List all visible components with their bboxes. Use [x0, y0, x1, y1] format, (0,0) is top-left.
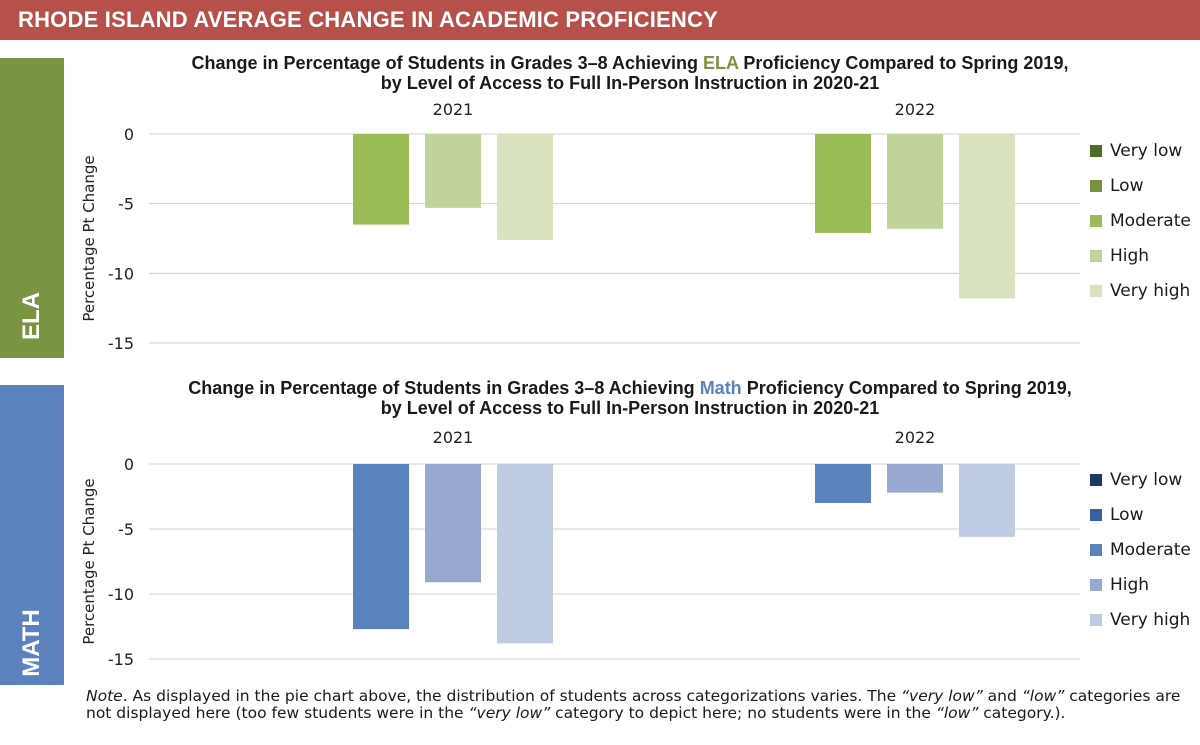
note-text-5: category.). [978, 704, 1066, 722]
ela-y-tick-label: -5 [118, 195, 134, 214]
ela-bar-moderate-2021 [353, 134, 409, 225]
note-text-1: . As displayed in the pie chart above, t… [122, 687, 902, 705]
math-legend-label: Moderate [1110, 539, 1191, 560]
math-chart: 0 -5 -10 -15 Percentage Pt Change 2021 2022 [80, 428, 1080, 669]
ela-chart: 0 -5 -10 -15 Percentage Pt Change 2021 2022 [80, 100, 1080, 353]
ela-legend-label: Low [1110, 175, 1144, 196]
ela-legend-label: High [1110, 245, 1150, 266]
math-category-label: 2022 [895, 428, 936, 447]
math-y-tick-label: -5 [118, 520, 134, 539]
ela-bar-moderate-2022 [815, 134, 871, 233]
math-bar-moderate-2022 [815, 464, 871, 503]
ela-y-tick-label: -15 [108, 334, 134, 353]
note-text-2: and [982, 687, 1022, 705]
note-quote-very-low-1: “very low” [901, 687, 983, 705]
math-legend-item: Moderate [1090, 532, 1191, 567]
math-category-label: 2021 [433, 428, 474, 447]
ela-title-suffix: Proficiency Compared to Spring 2019, [738, 53, 1069, 73]
ela-legend-item: High [1090, 238, 1191, 273]
ela-bar-high-2022 [887, 134, 943, 229]
ela-legend-item: Low [1090, 168, 1191, 203]
math-bar-very-high-2021 [497, 464, 553, 644]
math-legend-swatch [1090, 473, 1102, 486]
ela-bar-high-2021 [425, 134, 481, 208]
math-legend: Very low Low Moderate High Very high [1090, 462, 1191, 637]
ela-legend-swatch [1090, 214, 1102, 227]
math-bar-moderate-2021 [353, 464, 409, 630]
ela-chart-title: Change in Percentage of Students in Grad… [120, 53, 1140, 93]
math-legend-label: Very high [1110, 609, 1191, 630]
math-title-suffix: Proficiency Compared to Spring 2019, [741, 378, 1072, 398]
math-legend-swatch [1090, 543, 1102, 556]
math-title-prefix: Change in Percentage of Students in Grad… [188, 378, 700, 398]
note-lead: Note [86, 687, 123, 705]
ela-y-tick-label: -10 [108, 264, 134, 283]
math-section-tab: MATH [0, 385, 64, 685]
ela-legend-swatch [1090, 179, 1102, 192]
math-legend-label: Very low [1110, 469, 1183, 490]
ela-bar-very-high-2022 [959, 134, 1015, 299]
math-legend-item: Very high [1090, 602, 1191, 637]
math-bar-high-2021 [425, 464, 481, 583]
ela-legend-label: Very low [1110, 140, 1183, 161]
note-quote-very-low-2: “very low” [468, 704, 551, 722]
ela-y-axis-label: Percentage Pt Change [80, 155, 98, 321]
math-bar-high-2022 [887, 464, 943, 493]
ela-legend-swatch [1090, 144, 1102, 157]
ela-tab-label: ELA [18, 292, 45, 340]
ela-legend-label: Very high [1110, 280, 1191, 301]
ela-y-tick-label: 0 [124, 125, 134, 144]
math-title-subject: Math [699, 378, 742, 398]
note-text-3: categories are not displayed here (too f… [86, 687, 1181, 722]
ela-title-subject: ELA [703, 53, 739, 73]
math-legend-swatch [1090, 613, 1102, 626]
ela-legend-item: Very low [1090, 133, 1191, 168]
ela-legend-swatch [1090, 249, 1102, 262]
ela-title-line2: by Level of Access to Full In-Person Ins… [380, 73, 880, 93]
math-legend-label: High [1110, 574, 1150, 595]
ela-section-tab: ELA [0, 58, 64, 358]
ela-legend-label: Moderate [1110, 210, 1191, 231]
math-legend-swatch [1090, 578, 1102, 591]
page-banner: RHODE ISLAND AVERAGE CHANGE IN ACADEMIC … [0, 0, 1200, 40]
math-tab-label: MATH [18, 609, 45, 677]
note-quote-low-1: “low” [1021, 687, 1065, 705]
ela-legend-item: Very high [1090, 273, 1191, 308]
ela-legend-swatch [1090, 284, 1102, 297]
ela-bar-very-high-2021 [497, 134, 553, 240]
math-y-tick-label: -10 [108, 585, 134, 604]
math-y-tick-label: -15 [108, 650, 134, 669]
math-legend-item: High [1090, 567, 1191, 602]
math-y-tick-label: 0 [124, 455, 134, 474]
math-legend-item: Low [1090, 497, 1191, 532]
footnote: Note. As displayed in the pie chart abov… [86, 688, 1186, 722]
note-quote-low-2: “low” [935, 704, 979, 722]
ela-legend-item: Moderate [1090, 203, 1191, 238]
math-legend-swatch [1090, 508, 1102, 521]
ela-title-prefix: Change in Percentage of Students in Grad… [191, 53, 704, 73]
note-text-4: category to depict here; no students wer… [550, 704, 936, 722]
ela-legend: Very low Low Moderate High Very high [1090, 133, 1191, 308]
math-legend-label: Low [1110, 504, 1144, 525]
math-legend-item: Very low [1090, 462, 1191, 497]
math-y-axis-label: Percentage Pt Change [80, 478, 98, 644]
math-bar-very-high-2022 [959, 464, 1015, 537]
math-chart-title: Change in Percentage of Students in Grad… [120, 378, 1140, 418]
ela-category-label: 2022 [895, 100, 936, 119]
ela-category-label: 2021 [433, 100, 474, 119]
math-title-line2: by Level of Access to Full In-Person Ins… [380, 398, 880, 418]
